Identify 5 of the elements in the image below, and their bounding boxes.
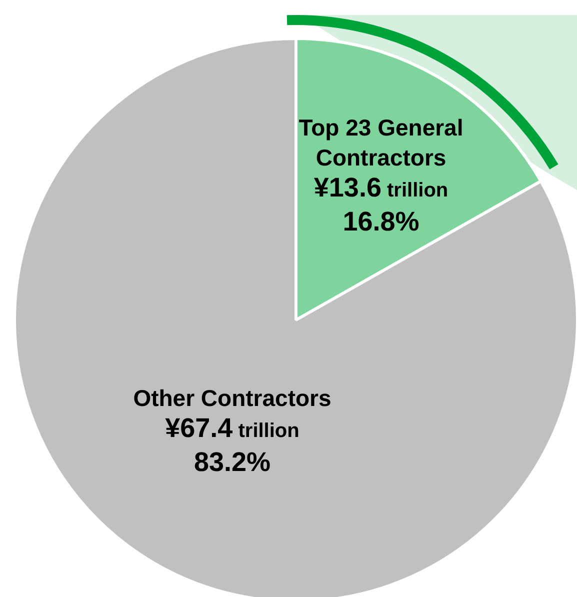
data-label: ¥13.6 trillion — [314, 172, 448, 203]
text: 83.2% — [194, 446, 271, 477]
text: 16.8% — [342, 206, 420, 237]
data-label: ¥67.4 trillion — [165, 412, 300, 443]
slice-label: Other Contractors — [133, 384, 332, 411]
